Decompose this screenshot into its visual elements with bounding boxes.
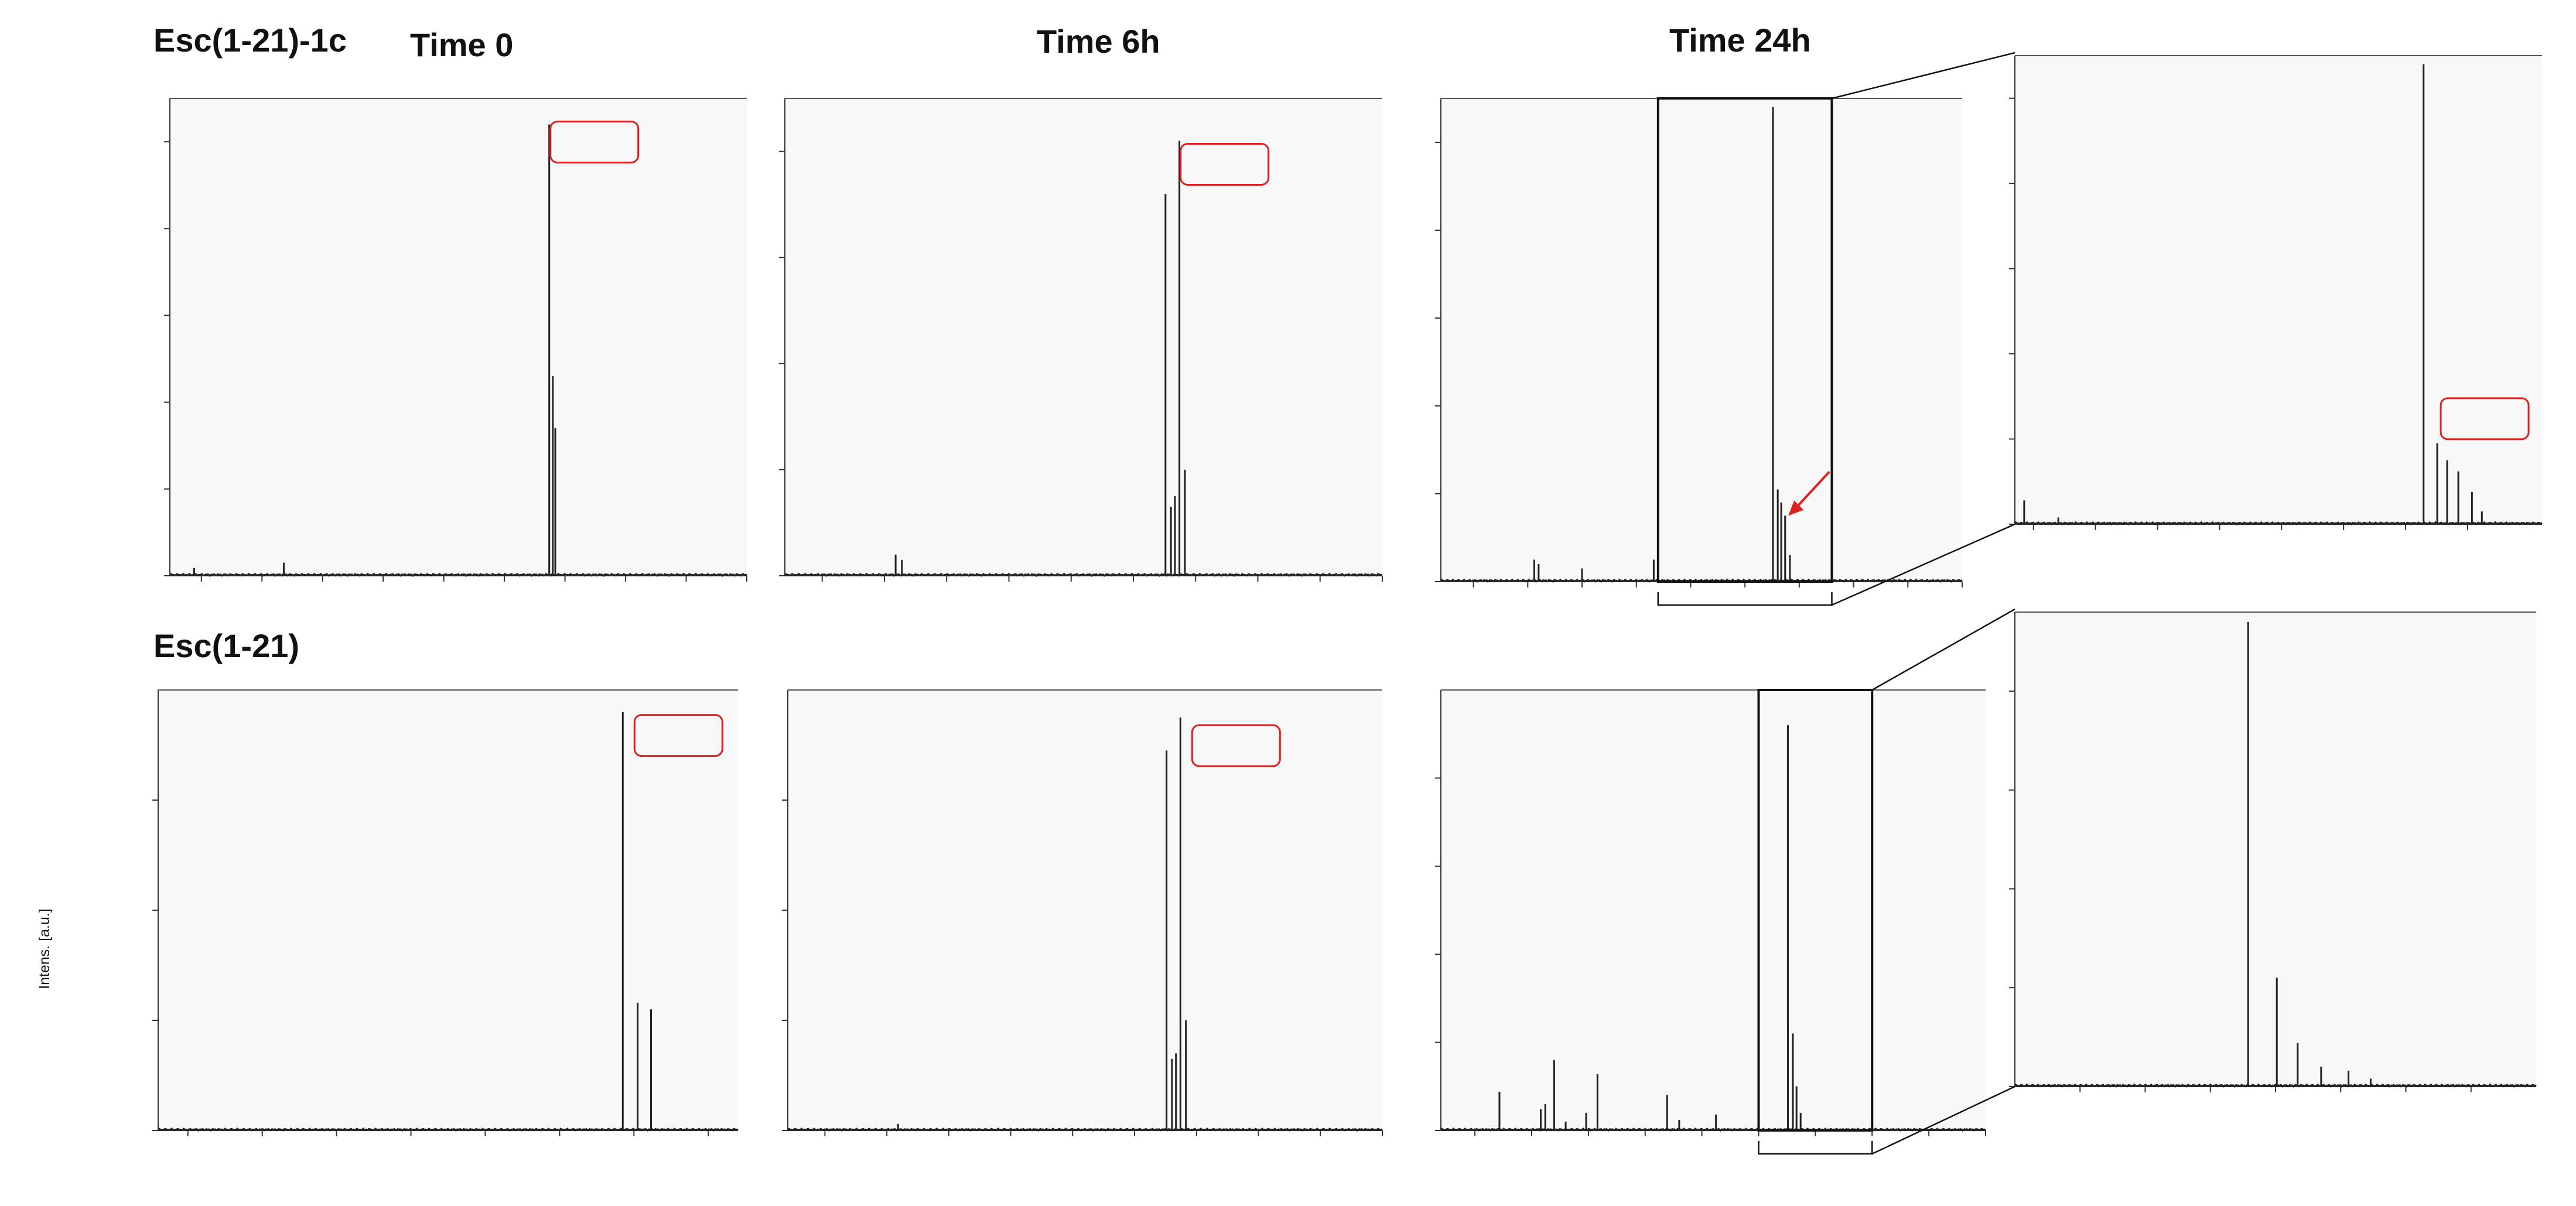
zoom-connector-top-lower [1831, 523, 2015, 606]
zoom-overlay [1656, 52, 2015, 1155]
zoom-connector-top-upper [1832, 52, 2015, 100]
zoom-bracket-top [1657, 592, 1833, 606]
peak-callout-box [633, 714, 723, 757]
peak-callout-box [549, 120, 640, 163]
row2-label: Esc(1-21) [153, 627, 299, 664]
plot-area [1441, 98, 1962, 582]
panel-r1c2 [779, 98, 1383, 582]
panel-r2c1 [152, 689, 739, 1136]
panel-r2c2 [782, 689, 1383, 1136]
red-arrow-shaft [1792, 471, 1830, 512]
peak-callout-box [2440, 397, 2530, 440]
panels-layer [152, 55, 2543, 1136]
panel-r2c3 [1435, 689, 1986, 1136]
spectrum-baseline [787, 1128, 1383, 1132]
plot-area [170, 98, 747, 576]
spectrum-baseline [158, 1128, 739, 1132]
plot-area [1441, 690, 1986, 1130]
panel-r1c3 [1435, 98, 1963, 587]
col-label-time6h: Time 6h [1037, 23, 1160, 60]
red-arrow-head [1788, 500, 1804, 516]
panel-r1c1 [164, 98, 747, 582]
zoom-box-bottom [1757, 689, 1874, 1132]
col-label-time24h: Time 24h [1669, 22, 1811, 59]
zoom-connector-bottom-lower [1871, 1085, 2015, 1155]
peak-callout-box [1191, 724, 1281, 767]
panel-r2c4 [2009, 611, 2537, 1092]
spectrum-baseline [784, 572, 1383, 578]
plot-area [2015, 56, 2542, 524]
zoom-connector-bottom-upper [1871, 608, 2015, 691]
plot-area [788, 690, 1382, 1130]
peak-callout-box [1180, 142, 1270, 186]
plot-area [785, 98, 1382, 576]
row2-ylabel: Intens. [a.u.] [36, 908, 53, 989]
plot-area [158, 690, 738, 1130]
plot-area [2015, 612, 2536, 1087]
zoom-bracket-bottom [1758, 1141, 1873, 1155]
row1-label: Esc(1-21)-1c [153, 22, 347, 59]
spectrum-baseline [1440, 578, 1963, 583]
spectrum-baseline [169, 572, 747, 578]
panel-r1c4 [2009, 55, 2543, 530]
zoom-box-top [1656, 97, 1833, 583]
col-label-time0: Time 0 [410, 26, 513, 63]
spectrum-baseline [2014, 1083, 2537, 1088]
spectrum-baseline [1440, 1127, 1986, 1132]
spectrum-baseline [2014, 521, 2543, 526]
